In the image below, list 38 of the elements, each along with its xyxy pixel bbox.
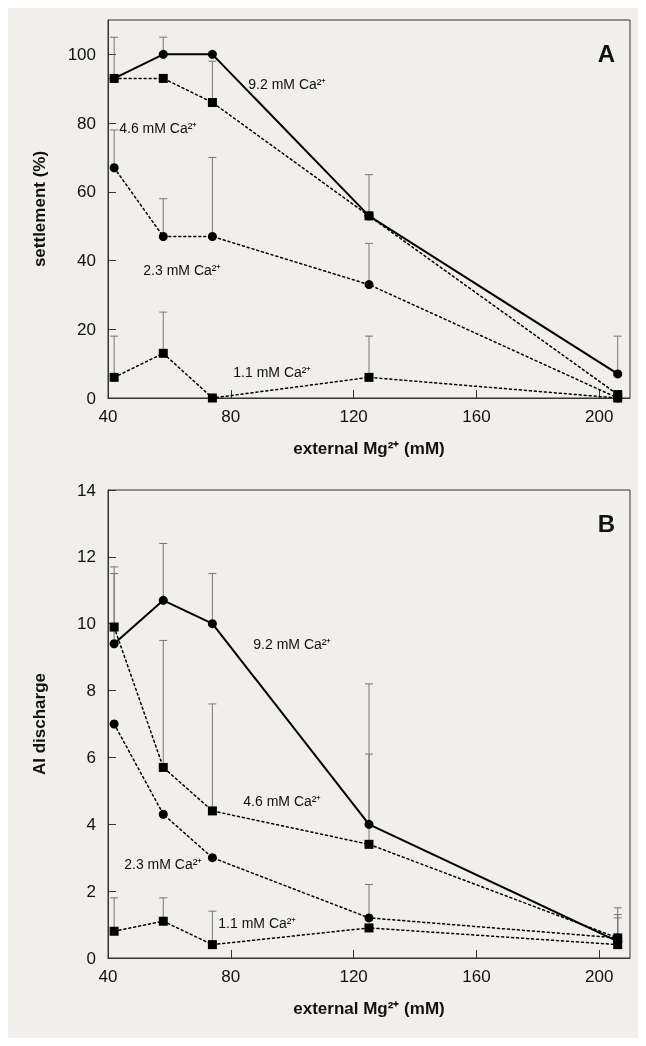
y-tick-label: 0 (86, 388, 96, 408)
y-tick-label: 4 (86, 814, 96, 834)
y-axis-title: settlement (%) (30, 150, 49, 268)
series-label: 2.3 mM Ca²⁺ (124, 856, 203, 873)
text: A (597, 39, 616, 67)
x-axis-title: external Mg²⁺ (mM) (293, 999, 445, 1018)
y-tick-label: 100 (67, 44, 96, 64)
series-label: 1.1 mM Ca²⁺ (233, 364, 312, 380)
y-tick-label: 40 (77, 251, 96, 271)
series-label: 9.2 mM Ca²⁺ (253, 635, 332, 652)
y-tick-label: 80 (77, 113, 96, 133)
x-tick-label: 40 (98, 407, 118, 426)
x-tick-label: 40 (98, 967, 118, 986)
y-tick-label: 2 (86, 881, 96, 901)
x-tick-label: 160 (462, 967, 491, 986)
x-tick-label: 200 (585, 407, 614, 426)
x-tick-label: 200 (585, 967, 614, 986)
y-tick-label: 0 (86, 948, 96, 968)
x-tick-label: 120 (339, 967, 368, 986)
y-tick-label: 12 (77, 547, 96, 567)
y-tick-label: 60 (77, 182, 96, 202)
series-label: 4.6 mM Ca²⁺ (119, 120, 198, 137)
x-tick-label: 120 (339, 407, 368, 426)
y-tick-label: 10 (77, 614, 96, 634)
x-tick-label: 80 (221, 407, 241, 426)
x-tick-label: 160 (462, 407, 491, 426)
series-label: 9.2 mM Ca²⁺ (248, 76, 327, 93)
series-label: 1.1 mM Ca²⁺ (218, 914, 297, 931)
y-tick-label: 14 (77, 480, 96, 500)
y-tick-label: 8 (86, 681, 96, 701)
y-tick-label: 20 (77, 319, 96, 339)
x-axis-title: external Mg²⁺ (mM) (293, 439, 445, 458)
series-label: 4.6 mM Ca²⁺ (243, 792, 322, 809)
y-axis-title: AI discharge (30, 672, 49, 776)
y-tick-label: 6 (86, 747, 96, 767)
text: B (597, 509, 616, 537)
x-tick-label: 80 (221, 967, 241, 986)
series-label: 2.3 mM Ca²⁺ (143, 262, 222, 279)
